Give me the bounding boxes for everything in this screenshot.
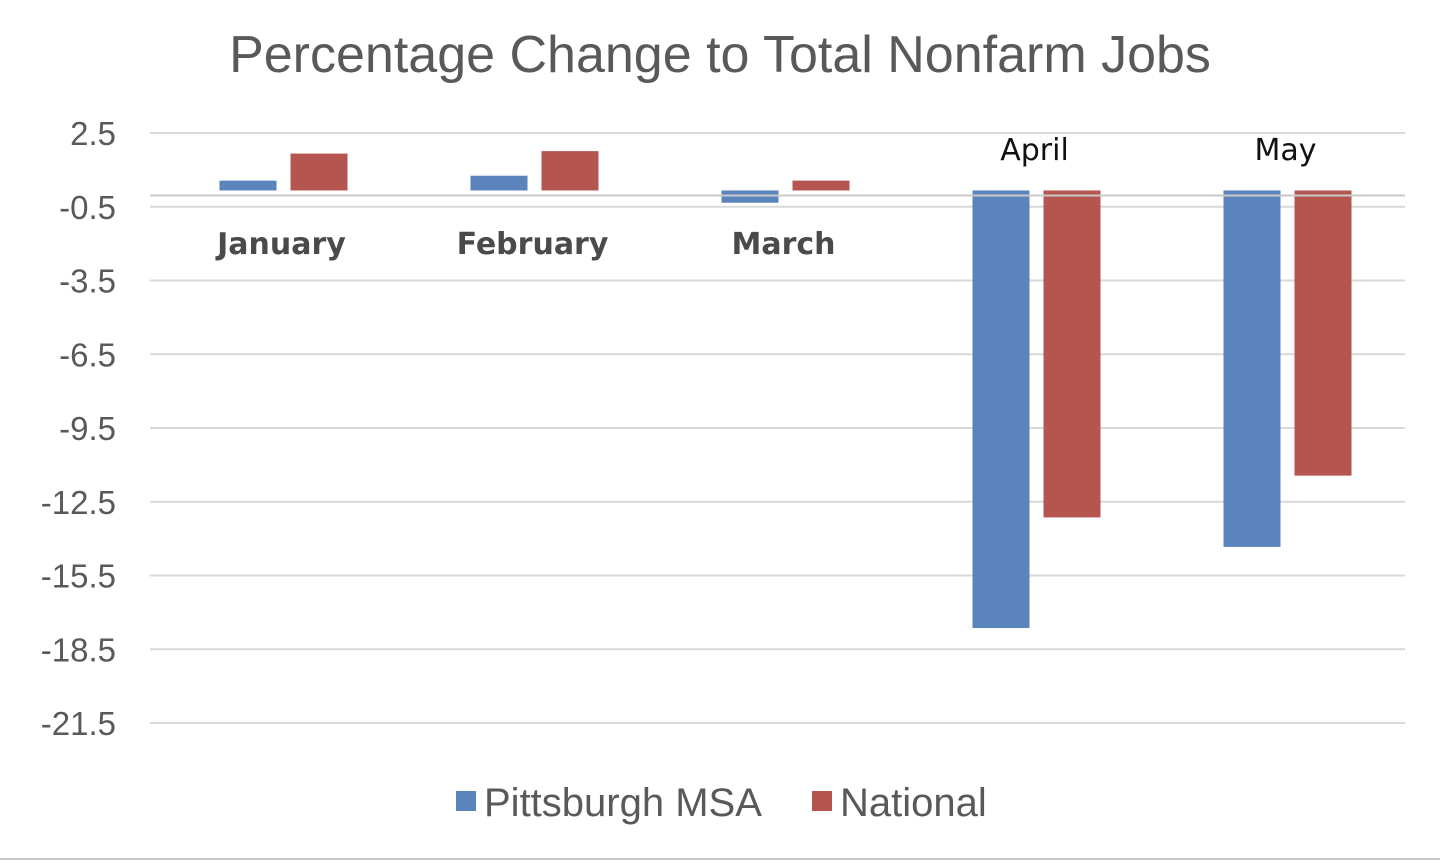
bar-national-april bbox=[1043, 190, 1101, 518]
bar-pittsburgh-msa-january bbox=[219, 180, 277, 191]
y-tick-label: -9.5 bbox=[59, 410, 116, 447]
bar-pittsburgh-msa-may bbox=[1223, 190, 1281, 547]
y-tick-label: -6.5 bbox=[59, 336, 116, 373]
category-label-january: January bbox=[215, 227, 346, 262]
bar-national-may bbox=[1294, 190, 1352, 476]
bars bbox=[219, 151, 1352, 629]
category-labels: January February March April May bbox=[215, 133, 1316, 262]
legend-label-pittsburgh-msa: Pittsburgh MSA bbox=[484, 781, 762, 825]
y-tick-label: -12.5 bbox=[41, 484, 116, 521]
gridlines bbox=[150, 132, 1405, 724]
category-label-april: April bbox=[1000, 133, 1069, 168]
legend: Pittsburgh MSA National bbox=[456, 781, 987, 825]
y-tick-label: -15.5 bbox=[41, 558, 116, 595]
bar-pittsburgh-msa-february bbox=[470, 175, 528, 191]
y-axis-ticks: 2.5 -0.5 -3.5 -6.5 -9.5 -12.5 -15.5 -18.5 -21.5 bbox=[41, 115, 116, 742]
category-label-february: February bbox=[457, 227, 609, 262]
y-tick-label: -0.5 bbox=[59, 189, 116, 226]
y-tick-label: -21.5 bbox=[41, 705, 116, 742]
bar-pittsburgh-msa-march bbox=[721, 190, 779, 203]
y-tick-label: -18.5 bbox=[41, 631, 116, 668]
legend-swatch-national bbox=[812, 791, 832, 811]
bar-national-march bbox=[792, 180, 850, 191]
bar-pittsburgh-msa-april bbox=[972, 190, 1030, 629]
bar-national-january bbox=[290, 153, 348, 191]
legend-label-national: National bbox=[840, 781, 987, 825]
y-tick-label: 2.5 bbox=[70, 115, 116, 152]
category-label-march: March bbox=[731, 227, 835, 262]
category-label-may: May bbox=[1254, 133, 1316, 168]
legend-swatch-pittsburgh-msa bbox=[456, 791, 476, 811]
bar-national-february bbox=[541, 151, 599, 191]
chart-title: Percentage Change to Total Nonfarm Jobs bbox=[229, 26, 1211, 84]
y-tick-label: -3.5 bbox=[59, 263, 116, 300]
